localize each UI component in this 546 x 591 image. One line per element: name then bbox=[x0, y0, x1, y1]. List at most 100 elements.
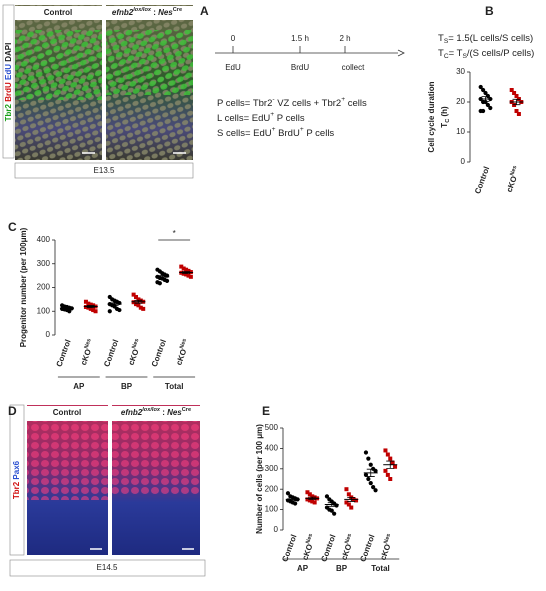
y-tick-label: 200 bbox=[37, 283, 51, 292]
data-point bbox=[509, 88, 514, 92]
text-segment: VZ cells + Tbr2 bbox=[275, 98, 342, 109]
text-segment: efnb2 bbox=[112, 8, 134, 17]
category-label: cKONes bbox=[339, 533, 357, 561]
text-segment: Cell cycle duration bbox=[427, 81, 436, 152]
stage-box bbox=[9, 559, 206, 577]
category-label: cKONes bbox=[126, 338, 144, 366]
text-segment: S cells= EdU bbox=[217, 128, 272, 139]
text-segment: cells bbox=[345, 98, 367, 109]
data-point bbox=[514, 109, 519, 113]
stain-label: Tbr2 BrdU EdU DAPI bbox=[4, 43, 13, 122]
data-point bbox=[138, 305, 143, 310]
error-bar bbox=[62, 307, 71, 310]
data-point bbox=[186, 268, 191, 273]
category-label: Control bbox=[473, 165, 491, 195]
y-tick-label: 500 bbox=[265, 423, 279, 432]
data-point bbox=[390, 460, 395, 465]
data-point bbox=[388, 456, 393, 461]
text-segment: cKO bbox=[505, 175, 519, 194]
text-segment: : bbox=[151, 8, 158, 17]
text-segment: Control bbox=[102, 338, 120, 368]
data-point bbox=[363, 450, 369, 455]
micrograph bbox=[27, 405, 200, 555]
set-label: AP bbox=[73, 382, 85, 391]
text-segment: T bbox=[438, 48, 444, 59]
definition: L cells= EdU+ P cells bbox=[217, 111, 305, 123]
significance-label: * bbox=[173, 229, 176, 238]
error-bar bbox=[86, 305, 95, 308]
genotype-label: Control bbox=[53, 408, 81, 417]
data-point bbox=[483, 99, 488, 105]
panel-label: A bbox=[200, 4, 209, 18]
text-segment: + bbox=[341, 96, 345, 103]
data-point bbox=[483, 90, 488, 96]
text-segment: Nes bbox=[384, 533, 393, 545]
text-segment: P cells bbox=[274, 113, 305, 124]
data-point bbox=[488, 105, 493, 111]
data-point bbox=[307, 492, 312, 497]
data-point bbox=[285, 491, 291, 496]
event-label: EdU bbox=[225, 63, 241, 72]
category-label: Control bbox=[102, 338, 120, 368]
text-segment: cKO bbox=[79, 348, 93, 367]
data-point bbox=[478, 84, 483, 90]
category-label: Control bbox=[55, 338, 73, 368]
text-segment: Nes bbox=[510, 165, 519, 177]
text-segment: = T bbox=[449, 48, 463, 59]
y-axis-label: Cell cycle duration bbox=[427, 81, 436, 152]
data-point bbox=[188, 274, 193, 279]
text-segment: BrdU bbox=[4, 80, 13, 102]
genotype-label: efnb2lox/lox : NesCre bbox=[112, 7, 182, 17]
data-point bbox=[186, 273, 191, 278]
text-segment: + bbox=[300, 126, 304, 133]
category-label: cKONes bbox=[174, 338, 192, 366]
data-point bbox=[136, 297, 141, 302]
data-point bbox=[131, 292, 136, 297]
text-segment: Tbr2 bbox=[4, 102, 13, 122]
set-label: BP bbox=[336, 564, 348, 573]
text-segment: Cre bbox=[173, 7, 182, 13]
y-axis-label: Number of cells (per 100 μm) bbox=[255, 424, 264, 534]
data-point bbox=[134, 295, 139, 299]
data-point bbox=[368, 480, 373, 486]
text-segment: Cre bbox=[182, 407, 191, 413]
error-bar bbox=[347, 496, 356, 502]
data-point bbox=[329, 508, 334, 513]
text-segment: (h) bbox=[440, 106, 449, 119]
data-point bbox=[83, 299, 88, 304]
text-segment: Progenitor number (per 100μm) bbox=[19, 227, 28, 347]
text-segment: - bbox=[272, 96, 274, 103]
data-point bbox=[179, 264, 184, 269]
data-point bbox=[107, 309, 112, 314]
genotype-label: efnb2lox/lox : NesCre bbox=[121, 407, 191, 417]
set-label: Total bbox=[165, 382, 184, 391]
data-point bbox=[307, 498, 312, 503]
data-point bbox=[385, 452, 390, 457]
y-tick-label: 400 bbox=[37, 235, 51, 244]
text-segment: Nes bbox=[179, 338, 188, 350]
text-segment: Nes bbox=[132, 338, 141, 350]
data-point bbox=[293, 501, 298, 506]
definition: S cells= EdU+ BrdU+ P cells bbox=[217, 126, 334, 138]
data-point bbox=[383, 448, 388, 453]
data-point bbox=[366, 476, 371, 482]
text-segment: S bbox=[444, 38, 449, 45]
data-point bbox=[134, 302, 139, 307]
error-bar bbox=[366, 468, 375, 477]
panel-label: E bbox=[262, 404, 270, 418]
text-segment: Control bbox=[44, 8, 72, 17]
text-segment: : bbox=[160, 408, 167, 417]
text-segment: L cells= EdU bbox=[217, 113, 270, 124]
text-segment: + bbox=[272, 126, 276, 133]
stain-box bbox=[2, 4, 15, 159]
text-segment: cKO bbox=[174, 348, 188, 367]
data-point bbox=[157, 281, 162, 286]
text-segment: T bbox=[440, 123, 449, 128]
category-label: cKONes bbox=[504, 165, 522, 193]
time-label: 1.5 h bbox=[291, 34, 309, 43]
data-point bbox=[88, 306, 93, 311]
data-point bbox=[91, 308, 96, 313]
text-segment: Number of cells (per 100 μm) bbox=[255, 424, 264, 534]
error-bar bbox=[158, 275, 167, 279]
y-tick-label: 0 bbox=[46, 330, 51, 339]
